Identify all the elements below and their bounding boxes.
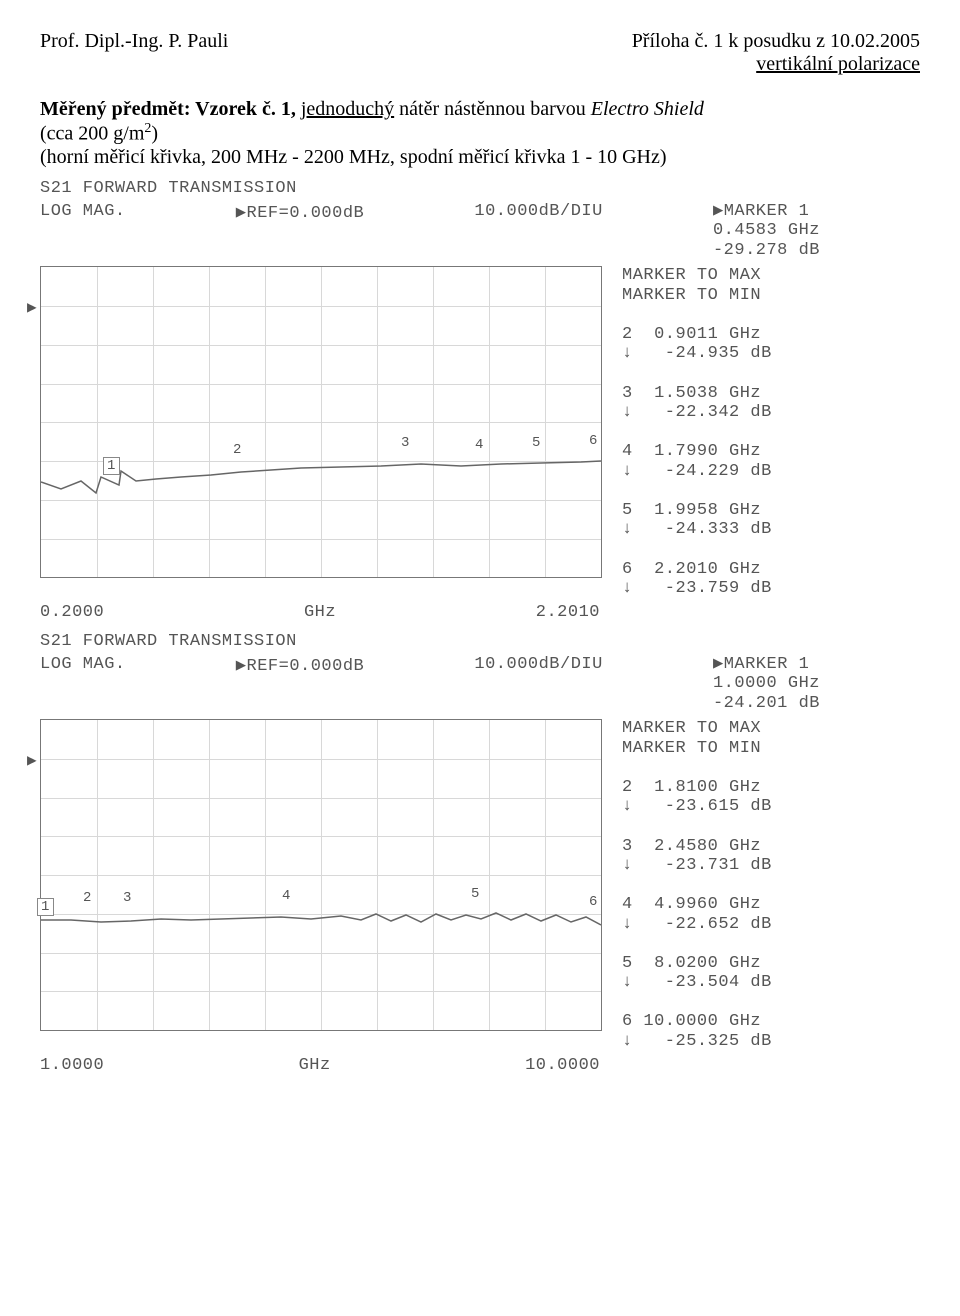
x-start: 1.0000 [40, 1056, 104, 1075]
attachment-line: Příloha č. 1 k posudku z 10.02.2005 [632, 30, 920, 53]
subject-line1: Měřený předmět: Vzorek č. 1, jednoduchý … [40, 98, 920, 121]
marker-label: 2 [83, 890, 92, 906]
trace [41, 720, 601, 1030]
x-start: 0.2000 [40, 603, 104, 622]
marker-label: 2 [233, 442, 242, 458]
marker-label: 4 [475, 437, 484, 453]
marker-label: 4 [282, 888, 291, 904]
marker-label: 6 [589, 433, 598, 449]
marker1: ▶MARKER 1 1.0000 GHz -24.201 dB [713, 655, 820, 714]
log-label: LOG MAG. [40, 202, 126, 221]
plot-block: S21 FORWARD TRANSMISSION LOG MAG. ▶REF=0.0… [40, 632, 920, 1075]
marker-label: 3 [123, 890, 132, 906]
marker1: ▶MARKER 1 0.4583 GHz -29.278 dB [713, 202, 820, 261]
subject-l2b: ) [151, 123, 158, 145]
chart-box: ▶123456 [40, 719, 602, 1031]
plots-container: S21 FORWARD TRANSMISSION LOG MAG. ▶REF=0.0… [40, 179, 920, 1075]
x-end: 10.0000 [525, 1056, 600, 1075]
x-axis: 1.0000 GHz 10.0000 [40, 1056, 600, 1075]
marker-label: 5 [532, 435, 541, 451]
author: Prof. Dipl.-Ing. P. Pauli [40, 30, 228, 53]
plot-title: S21 FORWARD TRANSMISSION [40, 179, 920, 198]
ref-label: ▶REF=0.000dB [236, 655, 364, 676]
plot-title: S21 FORWARD TRANSMISSION [40, 632, 920, 651]
plot-meta: LOG MAG. ▶REF=0.000dB 10.000dB/DIU ▶MARKER … [40, 655, 820, 714]
subject-rest1: nátěr nástěnnou barvou [394, 98, 591, 120]
marker-label: 5 [471, 886, 480, 902]
x-axis: 0.2000 GHz 2.2010 [40, 603, 600, 622]
subject-line2: (cca 200 g/m2) [40, 121, 920, 146]
ref-label: ▶REF=0.000dB [236, 202, 364, 223]
marker-readout: MARKER TO MAX MARKER TO MIN 2 1.8100 GHz… [622, 719, 772, 1051]
scale-label: 10.000dB/DIU [474, 655, 602, 674]
ref-tick-icon: ▶ [27, 750, 37, 770]
plot-meta: LOG MAG. ▶REF=0.000dB 10.000dB/DIU ▶MARKER … [40, 202, 820, 261]
x-unit: GHz [299, 1056, 331, 1075]
ref-tick-icon: ▶ [27, 297, 37, 317]
scale-label: 10.000dB/DIU [474, 202, 602, 221]
marker-label: 3 [401, 435, 410, 451]
marker-readout: MARKER TO MAX MARKER TO MIN 2 0.9011 GHz… [622, 266, 772, 598]
subject-underlined: jednoduchý [301, 98, 394, 120]
chart-row: ▶123456MARKER TO MAX MARKER TO MIN 2 1.8… [40, 719, 920, 1051]
chart-box: ▶123456 [40, 266, 602, 578]
marker-label: 1 [37, 898, 54, 916]
subject-label: Měřený předmět: Vzorek č. 1, [40, 98, 301, 120]
subject-l2a: (cca 200 g/m [40, 123, 144, 145]
plot-block: S21 FORWARD TRANSMISSION LOG MAG. ▶REF=0.0… [40, 179, 920, 622]
marker-label: 1 [103, 457, 120, 475]
header-right: Příloha č. 1 k posudku z 10.02.2005 vert… [632, 30, 920, 76]
subject-italic: Electro Shield [591, 98, 704, 120]
trace [41, 267, 601, 577]
log-label: LOG MAG. [40, 655, 126, 674]
polarization-line: vertikální polarizace [632, 53, 920, 76]
chart-row: ▶123456MARKER TO MAX MARKER TO MIN 2 0.9… [40, 266, 920, 598]
x-end: 2.2010 [536, 603, 600, 622]
marker-label: 6 [589, 894, 598, 910]
x-unit: GHz [304, 603, 336, 622]
subject-line3: (horní měřicí křivka, 200 MHz - 2200 MHz… [40, 146, 920, 169]
doc-header: Prof. Dipl.-Ing. P. Pauli Příloha č. 1 k… [40, 30, 920, 76]
